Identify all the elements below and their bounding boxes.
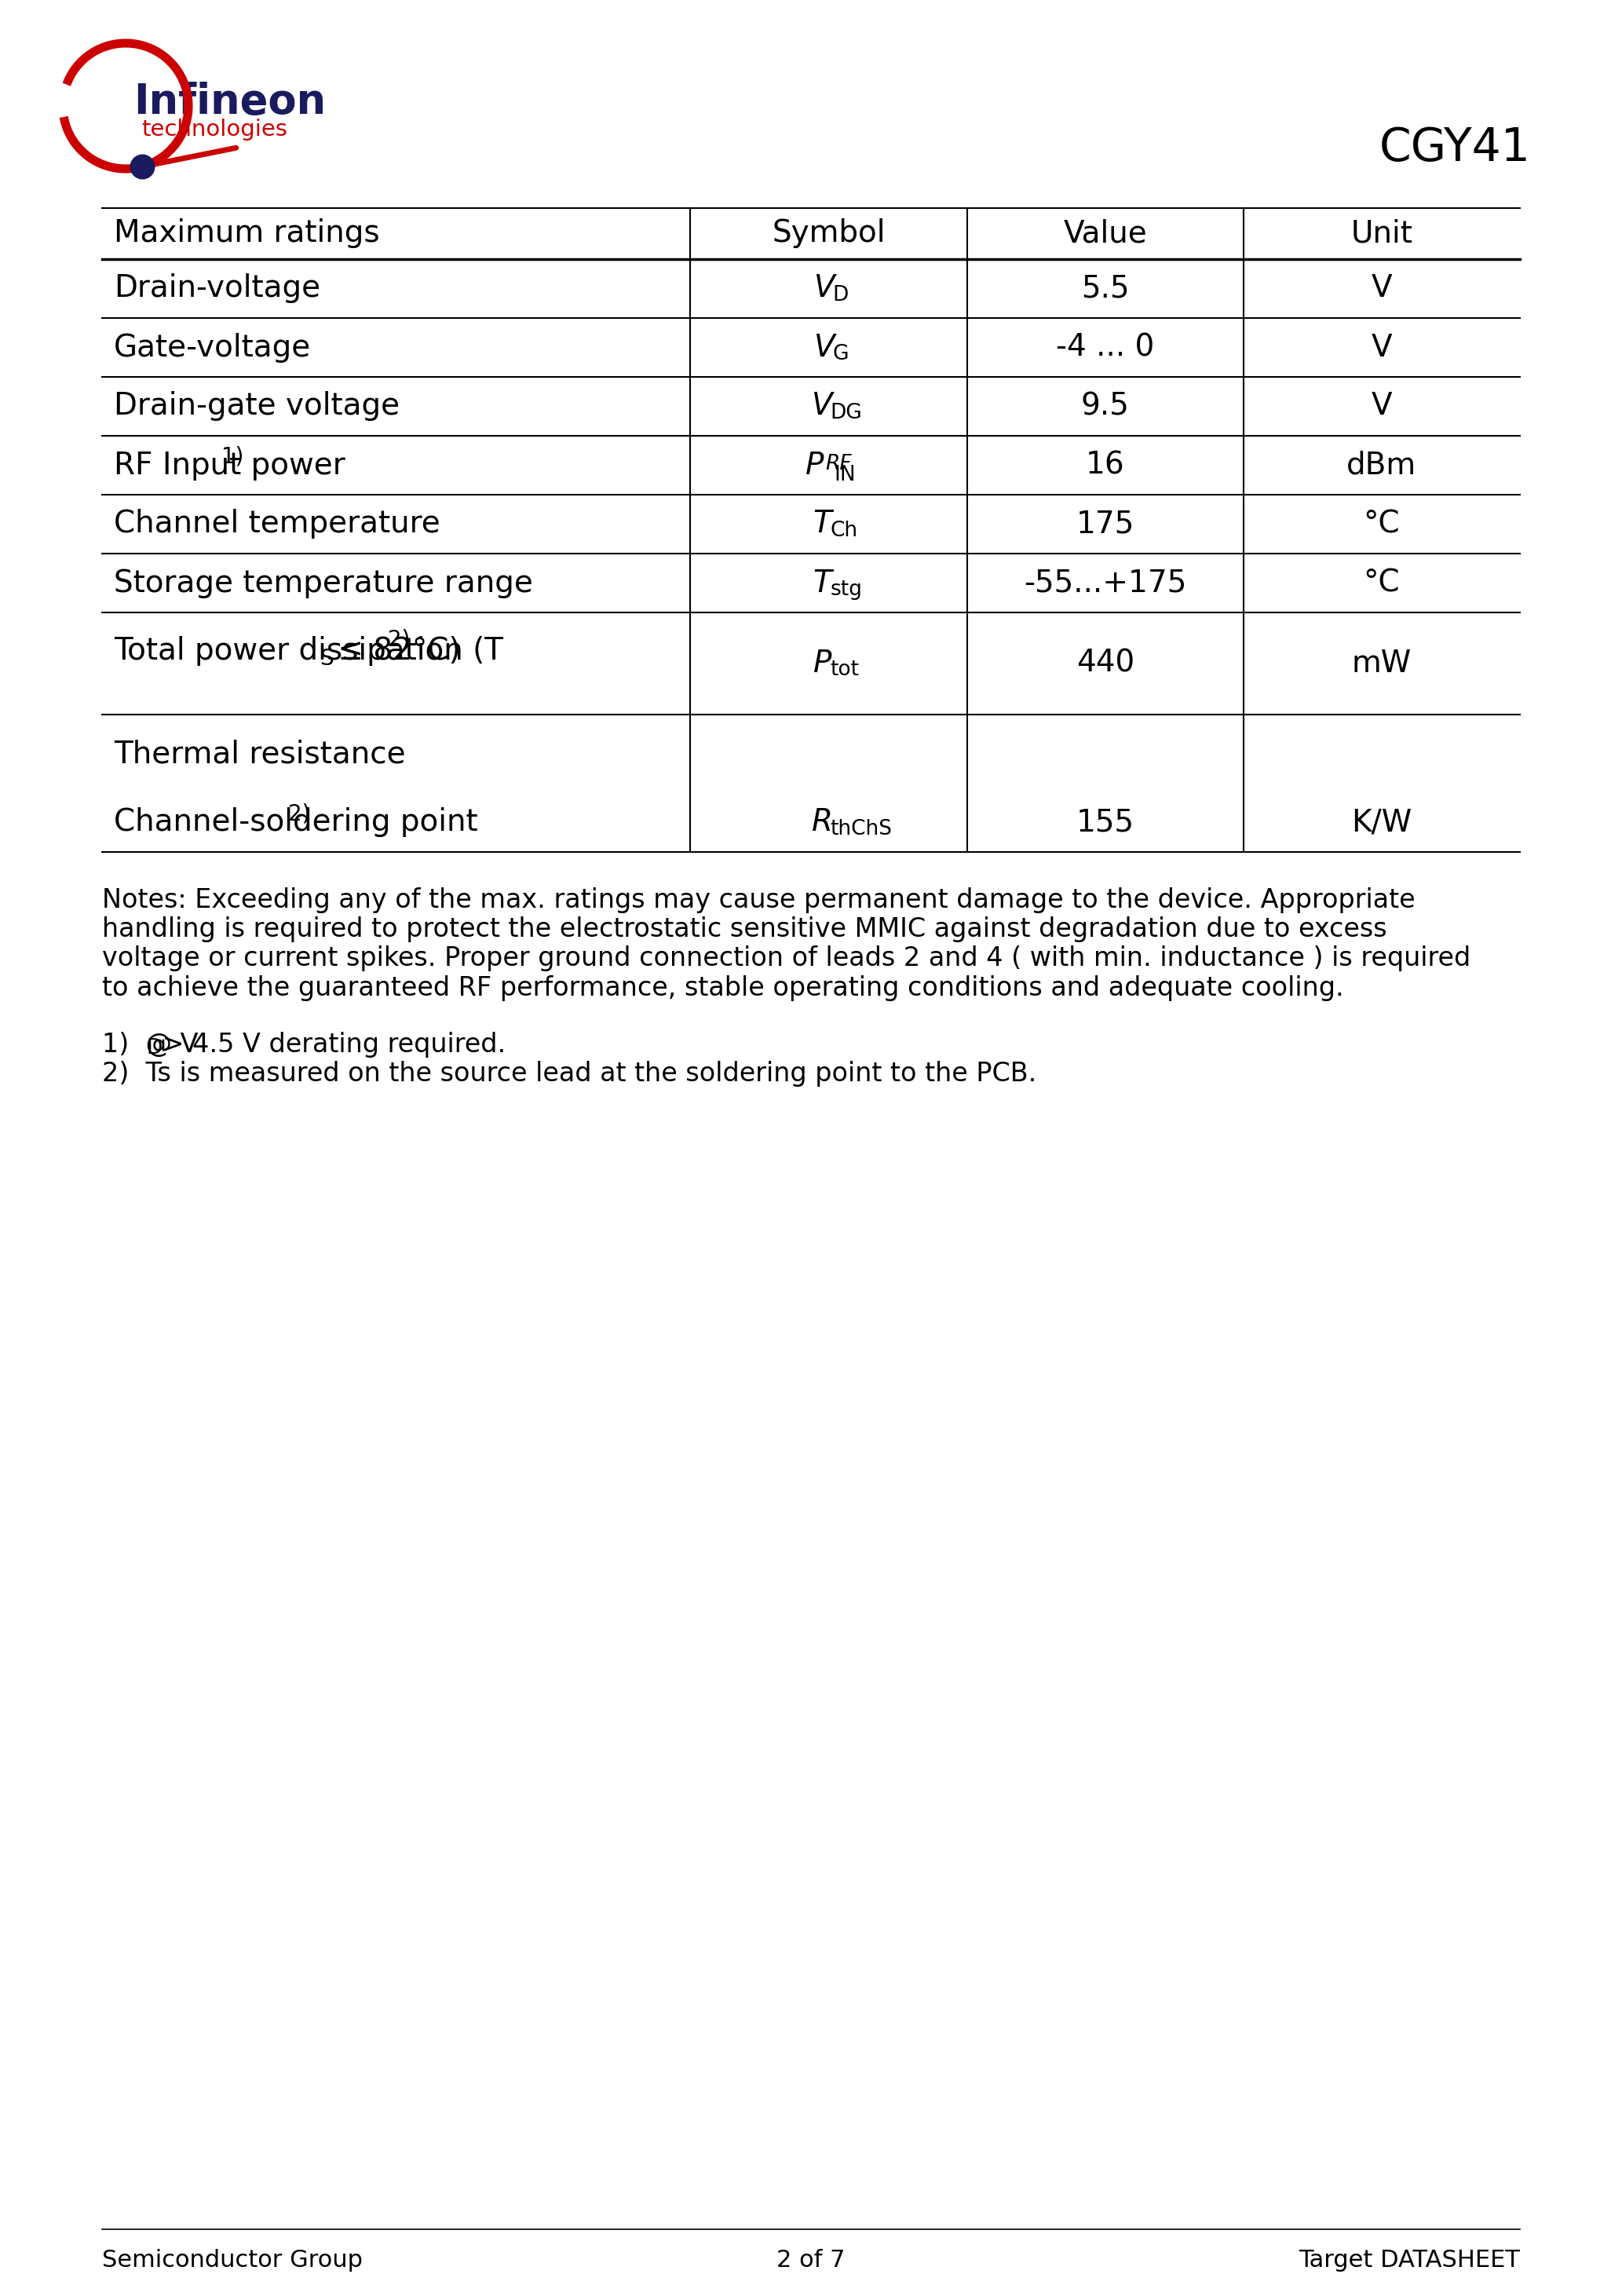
- Text: Semiconductor Group: Semiconductor Group: [102, 2248, 363, 2271]
- Text: Ch: Ch: [830, 521, 858, 542]
- Text: thChS: thChS: [830, 820, 892, 840]
- Text: Value: Value: [1064, 218, 1147, 248]
- Text: Symbol: Symbol: [772, 218, 886, 248]
- Text: Storage temperature range: Storage temperature range: [114, 567, 534, 597]
- Text: 2): 2): [388, 629, 410, 650]
- Text: RF Input power: RF Input power: [114, 450, 345, 480]
- Text: ≤ 82°C): ≤ 82°C): [329, 636, 461, 666]
- Text: mW: mW: [1351, 647, 1411, 677]
- Text: K/W: K/W: [1351, 808, 1413, 838]
- Text: R: R: [813, 808, 834, 838]
- Text: 175: 175: [1075, 510, 1134, 540]
- Text: handling is required to protect the electrostatic sensitive MMIC against degrada: handling is required to protect the elec…: [102, 916, 1387, 941]
- Text: 440: 440: [1075, 647, 1134, 677]
- Text: 5.5: 5.5: [1080, 273, 1129, 303]
- Text: to achieve the guaranteed RF performance, stable operating conditions and adequa: to achieve the guaranteed RF performance…: [102, 976, 1345, 1001]
- Text: Notes: Exceeding any of the max. ratings may cause permanent damage to the devic: Notes: Exceeding any of the max. ratings…: [102, 886, 1416, 914]
- Text: voltage or current spikes. Proper ground connection of leads 2 and 4 ( with min.: voltage or current spikes. Proper ground…: [102, 946, 1471, 971]
- Text: Infineon: Infineon: [133, 83, 326, 122]
- Text: Gate-voltage: Gate-voltage: [114, 333, 311, 363]
- Text: 2)  Ts is measured on the source lead at the soldering point to the PCB.: 2) Ts is measured on the source lead at …: [102, 1061, 1036, 1086]
- Text: V: V: [1371, 273, 1392, 303]
- Text: Target DATASHEET: Target DATASHEET: [1299, 2248, 1520, 2271]
- Text: DG: DG: [830, 402, 863, 422]
- Text: technologies: technologies: [141, 119, 287, 140]
- Text: D: D: [146, 1038, 162, 1058]
- Text: -4 ... 0: -4 ... 0: [1056, 333, 1155, 363]
- Text: °C: °C: [1364, 567, 1400, 597]
- Text: V: V: [1371, 333, 1392, 363]
- Text: G: G: [832, 344, 848, 365]
- Text: Thermal resistance: Thermal resistance: [114, 739, 406, 769]
- Text: 2): 2): [287, 804, 310, 824]
- Text: V: V: [814, 273, 835, 303]
- Text: 16: 16: [1085, 450, 1124, 480]
- Text: 2 of 7: 2 of 7: [777, 2248, 845, 2271]
- Text: Drain-gate voltage: Drain-gate voltage: [114, 390, 399, 420]
- Text: 9.5: 9.5: [1080, 390, 1129, 420]
- Text: Unit: Unit: [1351, 218, 1413, 248]
- Text: Maximum ratings: Maximum ratings: [114, 218, 380, 248]
- Text: P: P: [813, 647, 832, 677]
- Text: Channel-soldering point: Channel-soldering point: [114, 808, 478, 838]
- Text: Drain-voltage: Drain-voltage: [114, 273, 321, 303]
- Text: stg: stg: [830, 579, 863, 599]
- Text: V: V: [813, 390, 832, 420]
- Text: S: S: [320, 647, 333, 670]
- Text: > 4.5 V derating required.: > 4.5 V derating required.: [154, 1031, 506, 1058]
- Text: V: V: [1371, 390, 1392, 420]
- Text: V: V: [814, 333, 835, 363]
- Text: -55...+175: -55...+175: [1023, 567, 1187, 597]
- Text: RF: RF: [826, 455, 852, 473]
- Text: dBm: dBm: [1346, 450, 1416, 480]
- Text: CGY41: CGY41: [1379, 126, 1531, 170]
- Text: 1)  @ V: 1) @ V: [102, 1031, 198, 1058]
- Text: IN: IN: [834, 464, 856, 484]
- Text: 1): 1): [221, 445, 243, 468]
- Text: °C: °C: [1364, 510, 1400, 540]
- Text: 155: 155: [1075, 808, 1134, 838]
- Text: T: T: [813, 567, 832, 597]
- Text: D: D: [832, 285, 848, 305]
- Text: T: T: [813, 510, 832, 540]
- Text: Total power dissipation (T: Total power dissipation (T: [114, 636, 503, 666]
- Text: Channel temperature: Channel temperature: [114, 510, 440, 540]
- Text: P: P: [806, 450, 824, 480]
- Text: tot: tot: [830, 659, 860, 680]
